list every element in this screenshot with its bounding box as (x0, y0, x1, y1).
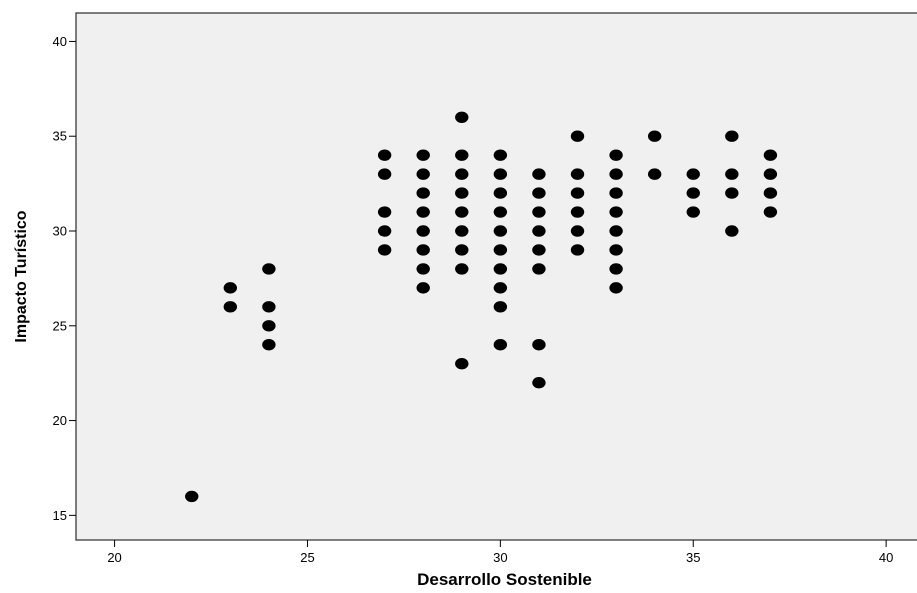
data-point (493, 187, 508, 199)
data-point (262, 320, 276, 332)
data-point (532, 244, 546, 256)
data-point (570, 244, 585, 256)
x-tick-label: 35 (686, 550, 700, 565)
data-point (570, 130, 585, 142)
data-point (416, 282, 430, 294)
data-point (763, 206, 778, 218)
data-point (570, 187, 585, 199)
x-axis-title: Desarrollo Sostenible (417, 570, 592, 589)
data-point (185, 490, 199, 503)
x-tick-label: 40 (879, 550, 893, 565)
data-point (686, 168, 700, 180)
x-tick-label: 20 (107, 550, 121, 565)
data-point (416, 206, 430, 218)
data-point (686, 187, 700, 199)
data-point (532, 339, 546, 351)
data-point (223, 282, 238, 294)
data-point (725, 130, 739, 142)
y-tick-label: 15 (53, 508, 67, 523)
data-point (647, 168, 662, 180)
y-tick-label: 25 (53, 318, 67, 333)
data-point (609, 168, 623, 180)
data-point (686, 206, 700, 218)
data-point (416, 149, 430, 161)
data-point (763, 168, 778, 180)
data-point (609, 187, 623, 199)
data-point (532, 376, 546, 389)
data-point (416, 168, 430, 180)
data-point (377, 244, 392, 256)
data-point (493, 301, 508, 313)
data-point (455, 111, 469, 123)
data-point (493, 282, 508, 294)
data-point (532, 168, 546, 180)
data-point (609, 282, 623, 294)
y-tick-label: 30 (53, 224, 67, 239)
data-point (763, 187, 778, 199)
data-point (455, 206, 469, 218)
data-point (377, 149, 392, 161)
data-points (185, 111, 778, 503)
data-point (532, 263, 546, 275)
data-point (493, 225, 508, 237)
data-point (532, 225, 546, 237)
data-point (416, 225, 430, 237)
data-point (532, 187, 546, 199)
data-point (455, 225, 469, 237)
y-axis: 15 20 25 30 35 40 (53, 34, 76, 523)
y-tick-label: 40 (53, 34, 67, 49)
data-point (416, 187, 430, 199)
y-tick-label: 35 (53, 129, 67, 144)
data-point (570, 168, 585, 180)
data-point (609, 263, 623, 275)
data-point (609, 206, 623, 218)
data-point (493, 168, 508, 180)
data-point (455, 263, 469, 275)
data-point (609, 149, 623, 161)
data-point (377, 168, 392, 180)
data-point (493, 339, 508, 351)
data-point (377, 225, 392, 237)
data-point (455, 149, 469, 161)
data-point (725, 187, 739, 199)
x-tick-label: 30 (493, 550, 507, 565)
data-point (223, 301, 238, 313)
data-point (763, 149, 778, 161)
plot-area (75, 12, 917, 541)
data-point (377, 206, 392, 218)
data-point (262, 339, 276, 351)
data-point (725, 225, 739, 237)
data-point (455, 168, 469, 180)
x-axis: 20 25 30 35 40 (107, 540, 893, 565)
data-point (609, 244, 623, 256)
data-point (455, 244, 469, 256)
y-tick-label: 20 (53, 413, 67, 428)
data-point (455, 358, 469, 370)
data-point (609, 225, 623, 237)
data-point (647, 130, 662, 142)
data-point (570, 206, 585, 218)
data-point (416, 263, 430, 275)
data-point (455, 187, 469, 199)
data-point (493, 149, 508, 161)
data-point (493, 263, 508, 275)
data-point (493, 206, 508, 218)
data-point (262, 263, 276, 275)
data-point (532, 206, 546, 218)
data-point (262, 301, 276, 313)
y-axis-title: Impacto Turístico (13, 210, 30, 342)
x-tick-label: 25 (300, 550, 314, 565)
data-point (493, 244, 508, 256)
data-point (725, 168, 739, 180)
data-point (416, 244, 430, 256)
data-point (570, 225, 585, 237)
